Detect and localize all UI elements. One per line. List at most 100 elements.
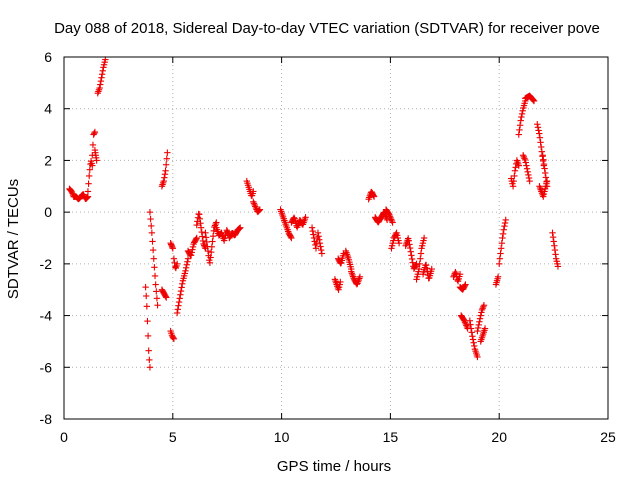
data-point	[408, 252, 415, 259]
data-point	[416, 260, 423, 268]
data-point	[417, 250, 425, 257]
x-tick-label: 5	[169, 429, 177, 445]
data-point	[182, 267, 189, 275]
y-tick-label: 0	[44, 204, 52, 220]
data-point	[152, 281, 159, 288]
data-point	[474, 324, 482, 332]
data-point	[97, 77, 105, 85]
data-point	[163, 155, 170, 162]
data-point	[386, 211, 393, 218]
data-point	[143, 303, 151, 310]
data-point	[469, 336, 477, 343]
data-point	[474, 327, 481, 335]
grid-lines	[64, 57, 608, 419]
axis-ticks	[63, 56, 609, 420]
data-point	[423, 265, 430, 272]
data-point	[406, 244, 414, 252]
data-point	[288, 234, 295, 242]
data-point	[550, 238, 557, 245]
data-point	[389, 219, 396, 226]
data-point	[314, 229, 322, 237]
data-point	[515, 131, 522, 138]
data-point	[471, 342, 478, 350]
data-point	[388, 217, 396, 225]
data-point	[517, 117, 524, 124]
data-point	[97, 81, 104, 88]
data-point	[212, 220, 219, 228]
data-point	[477, 312, 484, 319]
x-tick-label: 10	[274, 429, 290, 445]
data-point	[529, 96, 536, 103]
data-point	[502, 216, 509, 224]
data-point	[83, 194, 90, 202]
data-point	[189, 243, 197, 251]
data-point	[526, 177, 533, 185]
data-point	[99, 67, 107, 74]
y-tick-label: 4	[44, 101, 52, 117]
data-point	[250, 200, 258, 207]
x-tick-labels: 0 5 10 15 20 25	[60, 429, 616, 445]
x-tick-label: 15	[383, 429, 399, 445]
data-point	[208, 248, 215, 256]
data-point	[316, 239, 324, 247]
data-point	[93, 157, 100, 164]
data-point	[496, 260, 503, 268]
data-point	[192, 235, 200, 243]
data-point	[407, 248, 414, 255]
data-point	[199, 233, 206, 240]
data-point	[535, 127, 542, 134]
data-point	[536, 130, 543, 137]
data-point	[497, 245, 505, 252]
data-point	[184, 255, 192, 262]
data-point	[250, 188, 257, 195]
data-point	[337, 278, 344, 286]
data-point	[525, 171, 532, 179]
data-point	[479, 305, 486, 312]
data-point	[478, 306, 486, 314]
data-point	[209, 232, 217, 240]
data-point	[178, 284, 185, 291]
data-point	[196, 215, 204, 222]
plot-frame	[63, 56, 609, 420]
data-point	[150, 255, 157, 262]
data-point	[198, 228, 205, 236]
data-point	[197, 224, 205, 231]
data-point	[461, 282, 469, 289]
data-point	[163, 294, 170, 301]
data-point	[454, 276, 461, 284]
data-point	[476, 318, 483, 325]
data-point	[542, 169, 549, 177]
data-point	[98, 71, 106, 78]
data-point	[149, 238, 156, 245]
data-point	[290, 214, 298, 221]
data-point	[510, 177, 517, 185]
data-point	[96, 84, 103, 92]
data-point	[415, 265, 423, 273]
data-point	[318, 250, 326, 257]
data-point	[525, 174, 533, 182]
data-point	[86, 166, 94, 173]
data-point	[530, 97, 538, 105]
data-point	[494, 273, 502, 280]
data-point	[317, 243, 324, 250]
data-point	[470, 339, 477, 346]
data-point	[497, 250, 504, 257]
data-point	[177, 291, 184, 298]
data-point	[370, 192, 377, 199]
data-point	[496, 255, 504, 262]
data-point	[499, 234, 506, 242]
data-point	[519, 107, 526, 114]
data-point	[85, 180, 92, 187]
data-point	[85, 172, 93, 180]
data-point	[207, 254, 214, 261]
data-point	[80, 191, 87, 198]
data-point	[466, 317, 474, 324]
data-point	[91, 130, 98, 137]
data-point	[386, 213, 394, 220]
data-point	[388, 216, 395, 223]
data-point	[542, 174, 550, 181]
chart-title: Day 088 of 2018, Sidereal Day-to-day VTE…	[54, 20, 600, 37]
x-tick-label: 25	[600, 429, 616, 445]
data-point	[188, 249, 195, 256]
